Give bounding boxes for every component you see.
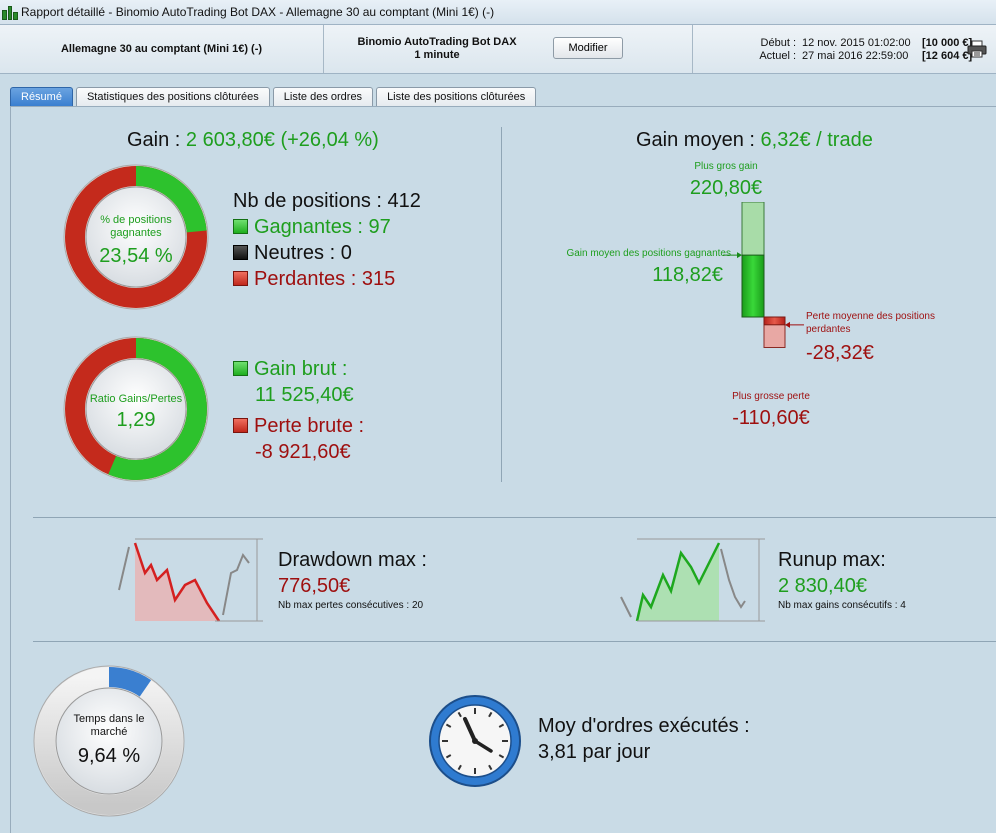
drawdown-sparkline <box>118 538 263 622</box>
section-divider <box>501 127 502 482</box>
gross-gain-label: Gain brut : <box>254 358 348 380</box>
orders-title: Moy d'ordres exécutés : <box>538 715 750 737</box>
gross-gain-row: Gain brut : <box>233 358 347 381</box>
runup-sparkline <box>620 538 765 622</box>
report-header: Allemagne 30 au comptant (Mini 1€) (-) B… <box>0 25 996 74</box>
ratio-donut-label: Ratio Gains/Pertes <box>89 393 183 405</box>
strategy-timeframe: 1 minute <box>414 49 460 61</box>
red-square-icon <box>233 271 248 286</box>
gain-value: 2 603,80€ (+26,04 %) <box>185 129 379 151</box>
market-time-arc <box>35 667 183 815</box>
biggest-loss-value: -110,60€ <box>732 407 810 429</box>
win-donut-label: % de positions gagnantes <box>100 214 172 239</box>
strategy-name: Binomio AutoTrading Bot DAX <box>357 36 517 48</box>
avg-gain-summary: Gain moyen : 6,32€ / trade <box>636 129 873 152</box>
ratio-value: 1,29 <box>116 409 156 431</box>
red-square-icon <box>233 418 248 433</box>
green-square-icon <box>233 361 248 376</box>
tab-resume[interactable]: Résumé <box>10 87 73 106</box>
avg-gain-bar-chart <box>723 202 804 348</box>
market-time-value: 9,64 % <box>77 745 141 767</box>
header-separator <box>692 25 693 73</box>
avg-gain-label: Gain moyen : <box>636 129 755 151</box>
current-date: 27 mai 2016 22:59:00 <box>802 50 909 62</box>
biggest-loss-label: Plus grosse perte <box>732 391 810 402</box>
losing-count: Perdantes : 315 <box>254 268 396 290</box>
avg-loss-label: Perte moyenne des positions perdantes <box>806 311 935 335</box>
summary-panel: Gain : 2 603,80€ (+26,04 %) % de positio… <box>10 106 996 833</box>
avg-win-arrow-head <box>737 252 742 259</box>
positions-total: Nb de positions : 412 <box>233 190 421 212</box>
ratio-donut <box>63 336 209 482</box>
gross-loss-label: Perte brute : <box>254 415 365 437</box>
winning-positions-donut <box>63 164 209 310</box>
section-divider <box>33 517 996 518</box>
biggest-gain-label: Plus gros gain <box>694 161 758 172</box>
current-label: Actuel : <box>759 50 796 62</box>
winning-arc <box>65 166 207 308</box>
runup-title: Runup max: <box>778 549 886 571</box>
winning-count: Gagnantes : 97 <box>254 216 391 238</box>
gain-summary: Gain : 2 603,80€ (+26,04 %) <box>127 129 379 152</box>
win-percent: 23,54 % <box>99 245 173 267</box>
window-title: Rapport détaillé - Binomio AutoTrading B… <box>21 5 495 19</box>
window-titlebar: Rapport détaillé - Binomio AutoTrading B… <box>0 0 996 25</box>
legend-neutral: Neutres : 0 <box>233 242 352 265</box>
gain-arc <box>65 338 207 480</box>
market-time-donut <box>33 665 185 817</box>
runup-sub: Nb max gains consécutifs : 4 <box>778 600 906 611</box>
avg-gain-value: 6,32€ / trade <box>760 129 873 151</box>
gross-loss-row: Perte brute : <box>233 415 364 438</box>
legend-losing: Perdantes : 315 <box>233 268 395 291</box>
drawdown-value: 776,50€ <box>278 575 351 597</box>
avg-win-label: Gain moyen des positions gagnantes <box>566 248 731 259</box>
start-balance: [10 000 €] <box>922 37 973 49</box>
printer-icon[interactable] <box>967 40 987 58</box>
runup-value: 2 830,40€ <box>778 575 867 597</box>
strategy-info: Binomio AutoTrading Bot DAX 1 minute <box>324 25 610 73</box>
gain-label: Gain : <box>127 129 181 151</box>
date-range: Début : 12 nov. 2015 01:02:00 [10 000 €] A… <box>740 37 972 63</box>
drawdown-sub: Nb max pertes consécutives : 20 <box>278 600 424 611</box>
avg-loss-value: -28,32€ <box>806 342 874 364</box>
tab-bar: Résumé Statistiques des positions clôtur… <box>10 87 539 106</box>
avg-win-bar <box>741 254 765 318</box>
clock-icon <box>429 695 521 787</box>
modify-button[interactable]: Modifier <box>553 37 623 59</box>
market-time-label: Temps dans le marché <box>73 713 145 738</box>
section-divider <box>33 641 996 642</box>
green-square-icon <box>233 219 248 234</box>
biggest-gain-value: 220,80€ <box>689 177 763 199</box>
instrument-name: Allemagne 30 au comptant (Mini 1€) (-) <box>60 43 263 55</box>
neutral-count: Neutres : 0 <box>254 242 352 264</box>
start-label: Début : <box>760 37 796 49</box>
tab-orders-list[interactable]: Liste des ordres <box>272 87 374 106</box>
avg-loss-arrow-head <box>785 321 790 328</box>
gross-gain-value: 11 525,40€ <box>255 384 354 406</box>
legend-winning: Gagnantes : 97 <box>233 216 391 239</box>
black-square-icon <box>233 245 248 260</box>
start-date: 12 nov. 2015 01:02:00 <box>802 37 911 49</box>
tab-closed-positions-list[interactable]: Liste des positions clôturées <box>376 87 537 106</box>
orders-value: 3,81 par jour <box>538 741 651 763</box>
avg-loss-bar <box>763 316 786 326</box>
tab-closed-positions-stats[interactable]: Statistiques des positions clôturées <box>75 87 270 106</box>
avg-win-value: 118,82€ <box>652 264 723 286</box>
gross-loss-value: -8 921,60€ <box>255 441 351 463</box>
drawdown-title: Drawdown max : <box>278 549 427 571</box>
candlestick-icon <box>2 4 19 20</box>
current-balance: [12 604 €] <box>922 50 973 62</box>
header-separator <box>323 25 324 73</box>
